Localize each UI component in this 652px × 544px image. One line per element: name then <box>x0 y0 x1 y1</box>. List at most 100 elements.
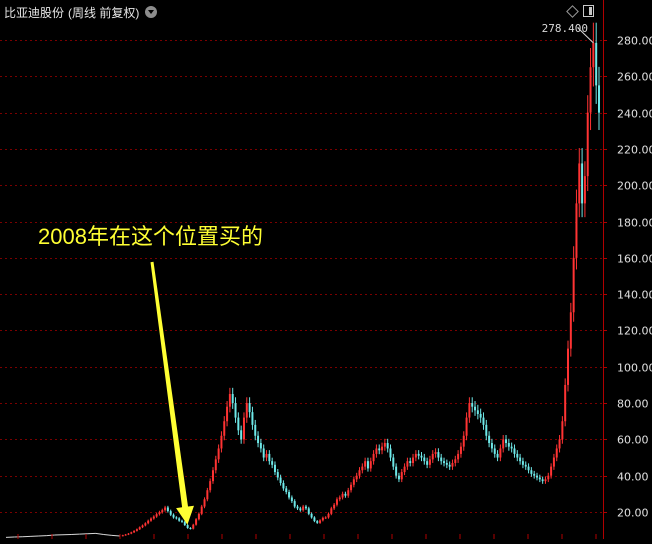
candle-body <box>423 458 425 462</box>
candle-body <box>536 476 538 478</box>
y-tick-label: 60.00 <box>617 434 649 447</box>
y-tick-label: 180.00 <box>617 217 652 230</box>
candle-body <box>288 492 290 497</box>
candle-body <box>367 461 369 468</box>
candle-body <box>420 456 422 458</box>
candle-body <box>418 454 420 456</box>
candle-body <box>308 508 310 513</box>
candle-body <box>395 467 397 476</box>
candle-body <box>187 525 189 528</box>
candle-body <box>139 527 141 529</box>
candle-body <box>499 448 501 457</box>
candle-body <box>271 461 273 465</box>
candle-body <box>570 312 572 348</box>
price-segment <box>112 535 120 536</box>
candle-body <box>294 501 296 506</box>
candle-body <box>505 439 507 443</box>
candle-body <box>592 43 594 67</box>
candle-body <box>204 499 206 506</box>
candle-body <box>384 443 386 447</box>
candle-body <box>373 454 375 461</box>
candle-body <box>173 515 175 518</box>
candle-body <box>161 510 163 512</box>
candle-body <box>142 525 144 527</box>
candle-body <box>223 421 225 436</box>
y-tick-label: 220.00 <box>617 144 652 157</box>
candle-body <box>443 461 445 463</box>
candle-body <box>471 403 473 407</box>
candle-body <box>150 519 152 521</box>
candle-body <box>260 443 262 448</box>
candle-body <box>122 535 124 536</box>
panel-toggle-icon[interactable] <box>583 5 594 17</box>
candle-body <box>251 412 253 425</box>
candle-body <box>528 467 530 471</box>
candle-body <box>212 470 214 481</box>
candle-body <box>437 452 439 457</box>
candle-body <box>291 497 293 501</box>
candle-body <box>277 472 279 477</box>
candle-body <box>511 447 513 449</box>
y-tick-label: 140.00 <box>617 289 652 302</box>
candle-body <box>215 459 217 470</box>
candle-body <box>359 470 361 475</box>
candle-body <box>389 448 391 457</box>
y-tick-label: 100.00 <box>617 362 652 375</box>
chart-tools <box>568 5 594 17</box>
candle-body <box>398 476 400 480</box>
annotation-arrow <box>151 262 195 525</box>
candle-body <box>257 436 259 443</box>
candle-body <box>184 522 186 525</box>
candle-body <box>192 525 194 529</box>
candle-body <box>156 514 158 516</box>
candle-body <box>178 518 180 520</box>
candle-body <box>282 483 284 488</box>
candle-body <box>440 458 442 462</box>
candle-body <box>457 454 459 459</box>
diamond-icon[interactable] <box>566 5 579 18</box>
candle-body <box>285 488 287 492</box>
candle-body <box>488 436 490 443</box>
candle-body <box>356 476 358 480</box>
candle-body <box>325 517 327 518</box>
candle-body <box>170 511 172 515</box>
candle-body <box>333 505 335 509</box>
candle-body <box>322 518 324 521</box>
price-segment <box>104 535 112 536</box>
candle-body <box>226 407 228 422</box>
candle-body <box>249 403 251 412</box>
candle-body <box>559 439 561 448</box>
candle-body <box>240 430 242 439</box>
y-tick-label: 80.00 <box>617 398 649 411</box>
candle-body <box>364 461 366 466</box>
candle-body <box>229 394 231 407</box>
candle-body <box>404 467 406 472</box>
candle-body <box>587 113 589 177</box>
candle-body <box>542 479 544 481</box>
candle-body <box>263 448 265 457</box>
candle-body <box>147 521 149 524</box>
candle-body <box>235 403 237 418</box>
candle-body <box>361 467 363 471</box>
y-tick-label: 280.00 <box>617 35 652 48</box>
candle-body <box>243 418 245 440</box>
candle-body <box>167 507 169 511</box>
candle-body <box>446 463 448 465</box>
candle-body <box>463 436 465 447</box>
y-tick-label: 20.00 <box>617 507 649 520</box>
candle-body <box>246 403 248 418</box>
candle-body <box>477 410 479 414</box>
candle-body <box>305 507 307 509</box>
candle-body <box>339 497 341 499</box>
candle-body <box>209 481 211 490</box>
stock-name: 比亚迪股份 <box>4 4 64 21</box>
candle-body <box>189 528 191 529</box>
candle-body <box>449 465 451 467</box>
candle-body <box>409 461 411 463</box>
candle-body <box>533 474 535 476</box>
candle-body <box>302 507 304 511</box>
chevron-down-icon[interactable] <box>145 6 157 18</box>
candle-body <box>381 447 383 451</box>
candle-body <box>274 465 276 472</box>
